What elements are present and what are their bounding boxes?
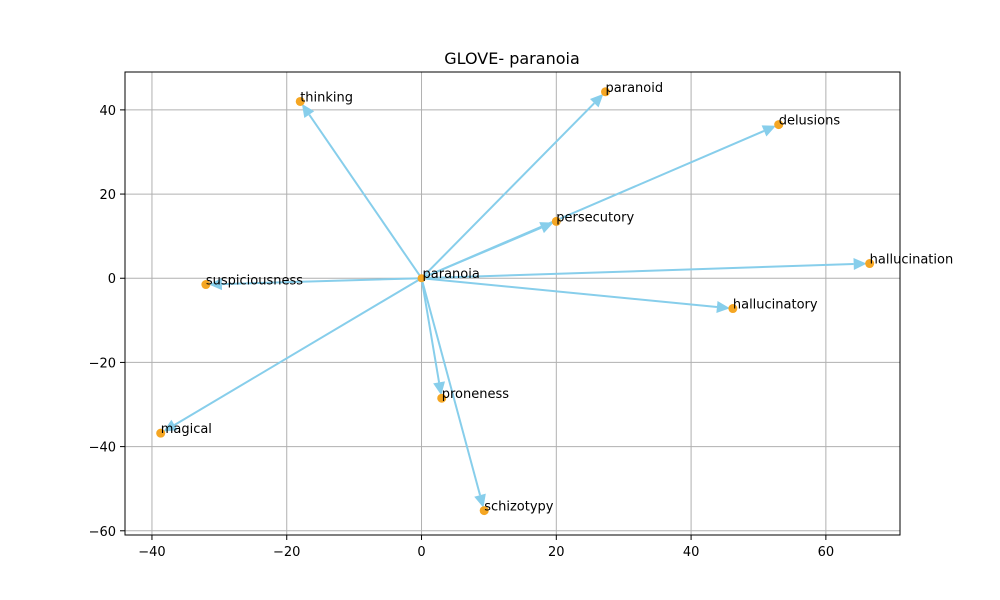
arrow-head [208,278,223,291]
arrows [163,93,867,508]
y-tick-label: 0 [108,272,116,287]
data-point [295,96,305,106]
point-label: delusions [779,114,841,129]
arrow-head [716,301,730,313]
y-tick-label: −40 [89,441,116,456]
arrow-shaft [421,226,542,280]
data-point [865,259,875,269]
y-tick-label: −20 [89,356,116,371]
arrow-head [301,103,315,119]
point-label: suspiciousness [206,274,303,289]
plot-frame [124,71,901,536]
origin-point [417,274,426,283]
point-label: magical [161,422,212,437]
data-point [601,87,610,97]
arrow-shaft [173,277,423,426]
data-point [479,506,489,516]
y-tick-label: 20 [99,188,116,203]
arrow-shaft [308,114,423,279]
point-label: schizotypy [484,500,554,515]
arrow-head [163,419,178,432]
arrow-head [539,222,554,234]
arrow-shaft [420,102,595,279]
point-label: thinking [300,90,353,105]
point-label: hallucinatory [733,298,818,313]
y-tick-label: −60 [89,525,116,540]
data-point [437,393,447,403]
data-point [156,428,166,438]
point-label: hallucination [870,253,954,268]
arrow-head [474,493,486,508]
y-tick-label: 40 [99,104,116,119]
arrow-shaft [421,277,718,308]
x-tick-label: −40 [138,545,165,560]
point-label: persecutory [556,210,634,225]
y-axis: −60 −40 −20 0 20 40 [89,104,125,540]
x-tick-label: 60 [818,545,835,560]
arrow-shaft [420,278,441,383]
point-labels: paranoia thinking paranoid delusions persecu… [161,81,954,515]
x-axis: −40 −20 0 20 40 60 [138,535,834,560]
chart-title: GLOVE- paranoia [444,49,580,68]
x-tick-label: −20 [273,545,300,560]
arrow-shaft [421,263,854,280]
point-label: proneness [442,387,510,402]
arrow-head [589,93,604,108]
data-point [774,120,784,130]
arrow-shaft [420,277,481,496]
data-point [728,304,738,314]
origin-label: paranoia [423,267,480,282]
points [156,87,875,516]
x-tick-label: 20 [548,545,565,560]
data-point [201,280,211,290]
point-label: paranoid [606,81,664,96]
arrow-head [433,381,445,396]
x-tick-label: 0 [417,545,425,560]
arrow-head [761,125,776,137]
x-tick-label: 40 [683,545,700,560]
arrow-head [853,258,867,271]
arrow-shaft [221,277,422,286]
data-point [551,216,561,226]
